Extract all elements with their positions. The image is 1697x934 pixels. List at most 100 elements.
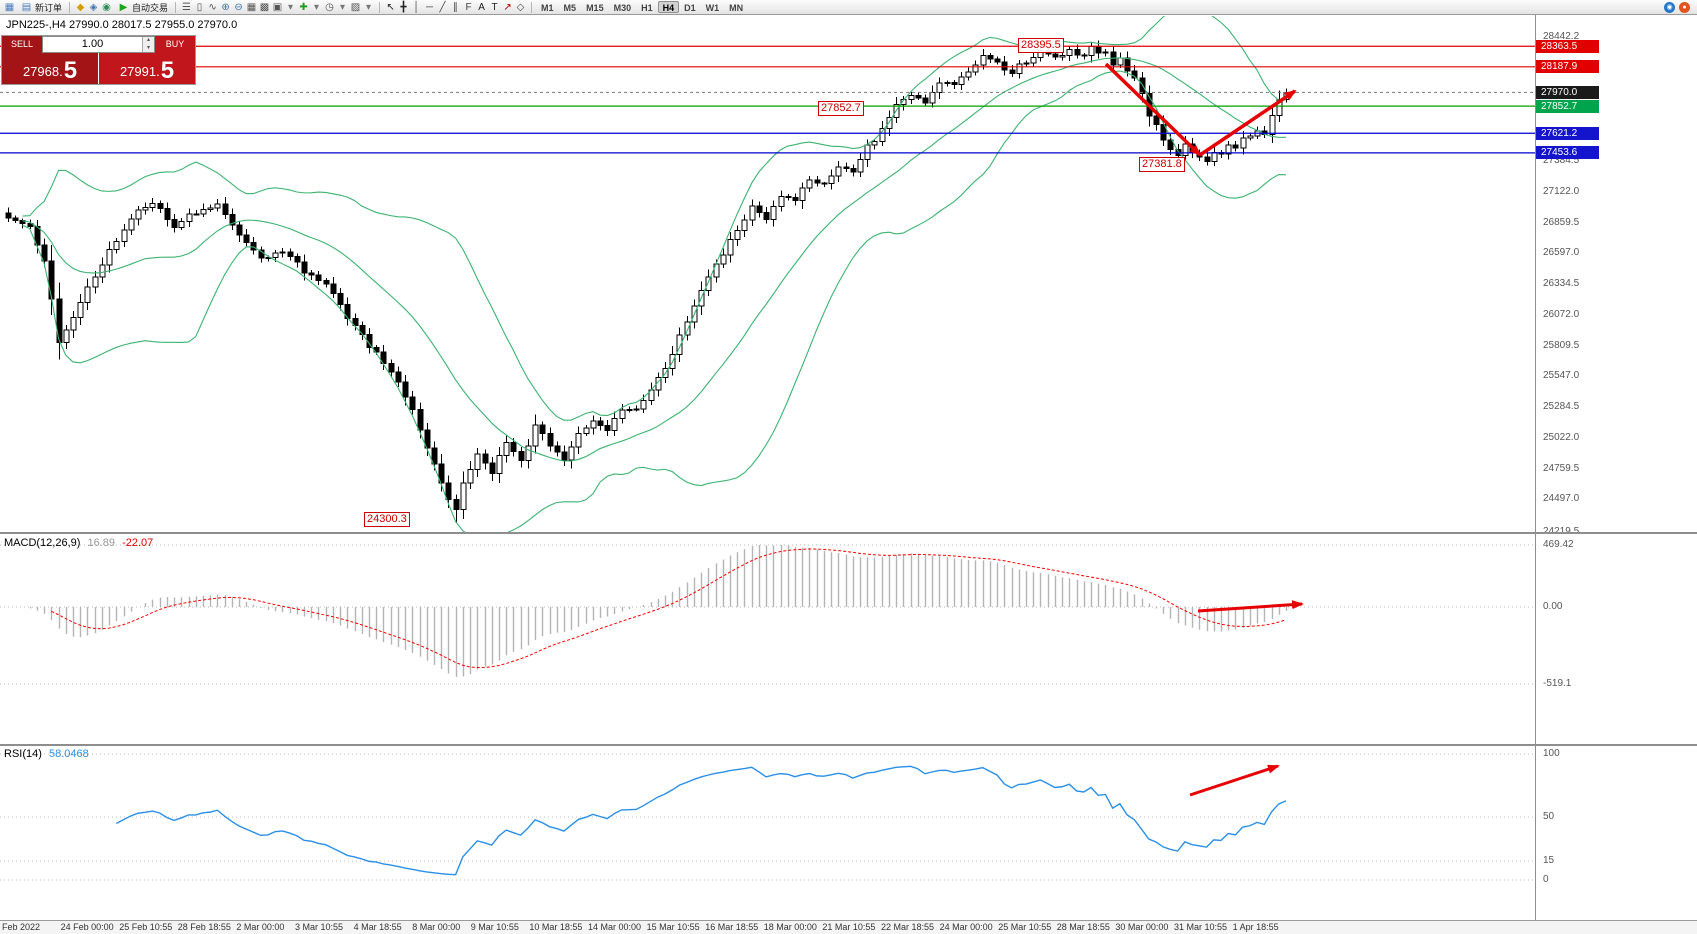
label-icon[interactable]: T [491,1,498,13]
time-axis-label: 14 Mar 00:00 [588,922,642,932]
crosshair-icon[interactable]: ╋ [400,1,407,13]
timeframe-h1[interactable]: H1 [636,1,658,13]
timeframe-w1[interactable]: W1 [701,1,725,13]
sell-button[interactable]: SELL [2,36,42,53]
sell-price-button[interactable]: 27968. 5 [2,53,98,84]
arrange-icon[interactable]: ▣ [272,1,283,13]
chevron-down-icon[interactable]: ▾ [288,1,294,13]
time-axis-label: 10 Mar 18:55 [529,922,583,932]
trendline-icon[interactable]: ╱ [439,1,446,13]
time-axis-label: 25 Mar 10:55 [998,922,1052,932]
time-axis-label: 28 Mar 18:55 [1056,922,1110,932]
timeframe-m30[interactable]: M30 [609,1,637,13]
price-scale-label: 24497.0 [1543,493,1580,505]
chart-window-icon[interactable]: ▦ [4,1,15,13]
toolbar-separator [531,1,533,13]
alert-icon[interactable]: ● [1679,1,1690,13]
price-badge: 27852.7 [1536,99,1599,113]
mql5-icon[interactable]: ◉ [1664,1,1675,13]
time-axis-label: 31 Mar 10:55 [1174,922,1228,932]
bar-chart-icon[interactable]: ☰ [182,1,192,13]
periods-icon[interactable]: ◷ [325,1,334,13]
price-annotation[interactable]: 27381.8 [1139,157,1185,172]
zoom-out-icon[interactable]: ⊖ [234,1,243,13]
macd-scale-label: 469.42 [1543,539,1574,550]
templates-icon[interactable]: ▨ [350,1,361,13]
volume-up-button[interactable]: ▴ [143,37,154,45]
channel-icon[interactable]: ∥ [453,1,459,13]
chevron-down-icon[interactable]: ▾ [366,1,372,13]
chevron-down-icon[interactable]: ▾ [314,1,320,13]
rsi-name: RSI(14) [4,748,42,760]
cascade-windows-icon[interactable]: ▩ [259,1,270,13]
market-watch-icon[interactable]: ◆ [76,1,85,13]
price-scale-label: 26859.5 [1543,216,1580,228]
price-badge: 28187.9 [1536,60,1599,74]
time-axis-label: 21 Mar 10:55 [822,922,876,932]
price-annotation[interactable]: 28395.5 [1018,38,1064,53]
price-badge: 28363.5 [1536,39,1599,53]
time-axis-label: 8 Mar 00:00 [412,922,461,932]
rsi-indicator-label: RSI(14) 58.0468 [4,748,89,760]
buy-price-button[interactable]: 27991. 5 [99,53,195,84]
auto-trading-button[interactable]: ▶ 自动交易 [114,1,171,14]
buy-price-big-digit: 5 [160,57,175,84]
horizontal-line-icon[interactable]: ─ [425,1,434,13]
navigator-icon[interactable]: ◉ [102,1,111,13]
macd-indicator-label: MACD(12,26,9) 16.89 -22.07 [4,537,153,549]
arrows-icon[interactable]: ↗ [503,1,512,13]
rsi-scale-label: 50 [1543,811,1555,822]
timeframe-m1[interactable]: M1 [536,1,559,13]
price-annotation[interactable]: 24300.3 [364,512,410,527]
timeframe-m15[interactable]: M15 [581,1,609,13]
time-axis-label: Feb 2022 [2,922,41,932]
price-annotation[interactable]: 27852.7 [818,101,864,116]
volume-value[interactable]: 1.00 [81,38,104,50]
text-icon[interactable]: A [478,1,485,13]
price-scale-label: 28442.2 [1543,31,1580,42]
line-chart-icon[interactable]: ∿ [208,1,217,13]
vertical-line-icon[interactable]: │ [413,1,420,13]
volume-input[interactable]: 1.00 ▴ ▾ [42,36,155,53]
data-window-icon[interactable]: ◈ [89,1,98,13]
price-scale-label: 24759.5 [1543,462,1580,474]
new-order-button[interactable]: ▤ 新订单 [17,1,65,14]
price-scale-label: 25547.0 [1543,370,1580,382]
price-badge: 27970.0 [1536,85,1599,99]
cursor-icon[interactable]: ↖ [386,1,395,13]
macd-scale-label: -519.1 [1543,678,1572,689]
timeframe-h4[interactable]: H4 [657,1,680,13]
time-axis-label: 9 Mar 10:55 [470,922,519,932]
volume-down-button[interactable]: ▾ [143,44,154,52]
time-axis-label: 22 Mar 18:55 [881,922,935,932]
auto-trading-label: 自动交易 [132,2,169,13]
shapes-icon[interactable]: ◇ [516,1,525,13]
tile-windows-icon[interactable]: ▦ [246,1,257,13]
price-badge: 27453.6 [1536,146,1599,160]
price-scale-label: 26334.5 [1543,278,1580,290]
price-scale-label: 25809.5 [1543,339,1580,351]
time-axis[interactable]: Feb 2022 24 Feb 00:00 25 Feb 10:55 28 Feb 1… [0,920,1697,934]
fibonacci-icon[interactable]: F [465,1,472,13]
price-scale-label: 25284.5 [1543,401,1580,413]
rsi-panel-separator[interactable] [0,744,1697,746]
zoom-in-icon[interactable]: ⊕ [221,1,230,13]
chevron-down-icon[interactable]: ▾ [340,1,346,13]
price-badge: 27621.2 [1536,126,1599,140]
one-click-trading-panel: SELL 1.00 ▴ ▾ BUY 27968. 5 27991. 5 [2,36,195,84]
time-axis-label: 24 Feb 00:00 [60,922,114,932]
price-scale-label: 25022.0 [1543,431,1580,443]
candlestick-icon[interactable]: ▯ [196,1,203,13]
buy-button[interactable]: BUY [155,36,195,53]
timeframe-d1[interactable]: D1 [679,1,701,13]
time-axis-label: 16 Mar 18:55 [705,922,759,932]
chart-symbol-ohlc: JPN225-,H4 27990.0 28017.5 27955.0 27970… [6,19,238,31]
timeframe-m5[interactable]: M5 [559,1,582,13]
time-axis-label: 18 Mar 00:00 [763,922,817,932]
indicators-icon[interactable]: ✚ [299,1,308,13]
rsi-scale-label: 100 [1543,748,1560,759]
new-order-label: 新订单 [35,2,63,13]
timeframe-mn[interactable]: MN [724,1,748,13]
macd-panel-separator[interactable] [0,532,1697,534]
